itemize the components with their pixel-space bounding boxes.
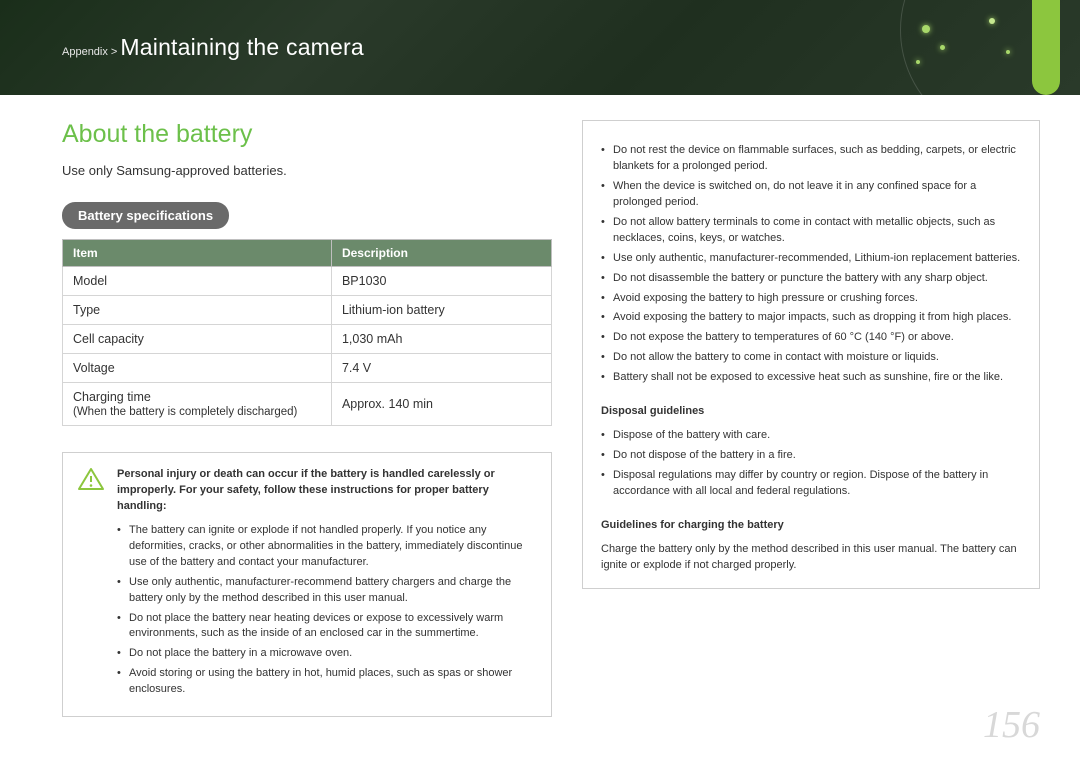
table-header-desc: Description	[331, 240, 551, 267]
charging-text: Charge the battery only by the method de…	[601, 542, 1021, 574]
spec-desc: 1,030 mAh	[331, 325, 551, 354]
intro-text: Use only Samsung-approved batteries.	[62, 163, 552, 178]
list-item: Dispose of the battery with care.	[601, 428, 1021, 444]
table-row: Charging time (When the battery is compl…	[63, 383, 552, 426]
callout-lead: Personal injury or death can occur if th…	[117, 468, 495, 512]
spec-item: Model	[63, 267, 332, 296]
section-tab	[1032, 0, 1060, 95]
right-column: Do not rest the device on flammable surf…	[582, 120, 1040, 717]
warning-callout: Personal injury or death can occur if th…	[62, 452, 552, 717]
callout-list: The battery can ignite or explode if not…	[117, 523, 535, 698]
breadcrumb: Appendix > Maintaining the camera	[62, 34, 364, 61]
spec-item: Voltage	[63, 354, 332, 383]
list-item: Do not allow the battery to come in cont…	[601, 350, 1021, 366]
list-item: Do not place the battery in a microwave …	[117, 646, 535, 662]
list-item: Do not expose the battery to temperature…	[601, 330, 1021, 346]
spec-desc: Approx. 140 min	[331, 383, 551, 426]
table-row: Model BP1030	[63, 267, 552, 296]
list-item: Do not place the battery near heating de…	[117, 611, 535, 643]
spec-desc: BP1030	[331, 267, 551, 296]
list-item: Battery shall not be exposed to excessiv…	[601, 370, 1021, 386]
left-column: About the battery Use only Samsung-appro…	[62, 120, 552, 717]
table-row: Cell capacity 1,030 mAh	[63, 325, 552, 354]
spec-item-subnote: (When the battery is completely discharg…	[73, 406, 297, 418]
spec-item: Charging time (When the battery is compl…	[63, 383, 332, 426]
list-item: Avoid exposing the battery to major impa…	[601, 310, 1021, 326]
list-item: Avoid exposing the battery to high press…	[601, 291, 1021, 307]
list-item: When the device is switched on, do not l…	[601, 179, 1021, 211]
list-item: Do not dispose of the battery in a fire.	[601, 448, 1021, 464]
warning-icon	[77, 467, 105, 491]
right-callout: Do not rest the device on flammable surf…	[582, 120, 1040, 589]
list-item: Do not rest the device on flammable surf…	[601, 143, 1021, 175]
spec-item: Cell capacity	[63, 325, 332, 354]
right-list-top: Do not rest the device on flammable surf…	[601, 143, 1021, 386]
list-item: The battery can ignite or explode if not…	[117, 523, 535, 571]
page-number: 156	[983, 703, 1040, 747]
table-row: Voltage 7.4 V	[63, 354, 552, 383]
list-item: Use only authentic, manufacturer-recomme…	[117, 575, 535, 607]
list-item: Avoid storing or using the battery in ho…	[117, 666, 535, 698]
table-header-item: Item	[63, 240, 332, 267]
list-item: Do not disassemble the battery or punctu…	[601, 271, 1021, 287]
spec-desc: Lithium-ion battery	[331, 296, 551, 325]
spec-table: Item Description Model BP1030 Type Lithi…	[62, 239, 552, 426]
content-area: About the battery Use only Samsung-appro…	[62, 120, 1040, 717]
page-title: Maintaining the camera	[120, 34, 363, 60]
table-row: Type Lithium-ion battery	[63, 296, 552, 325]
header-decoration	[880, 0, 1080, 95]
spec-badge: Battery specifications	[62, 202, 229, 229]
list-item: Use only authentic, manufacturer-recomme…	[601, 251, 1021, 267]
spec-item-label: Charging time	[73, 390, 151, 404]
charging-heading: Guidelines for charging the battery	[601, 518, 1021, 534]
disposal-list: Dispose of the battery with care. Do not…	[601, 428, 1021, 500]
list-item: Do not allow battery terminals to come i…	[601, 215, 1021, 247]
section-heading: About the battery	[62, 120, 552, 149]
spec-item: Type	[63, 296, 332, 325]
list-item: Disposal regulations may differ by count…	[601, 468, 1021, 500]
breadcrumb-prefix: Appendix >	[62, 46, 120, 58]
disposal-heading: Disposal guidelines	[601, 404, 1021, 420]
spec-desc: 7.4 V	[331, 354, 551, 383]
header-band: Appendix > Maintaining the camera	[0, 0, 1080, 95]
